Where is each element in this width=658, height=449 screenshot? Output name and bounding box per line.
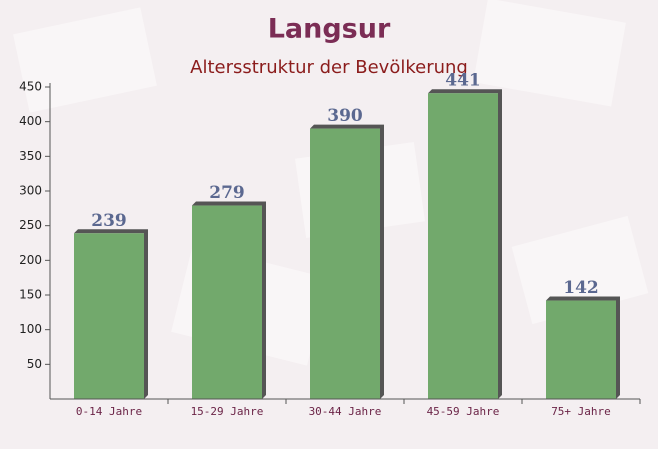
decor bbox=[13, 7, 157, 113]
bar bbox=[192, 205, 262, 399]
y-tick-label: 450 bbox=[19, 80, 42, 94]
y-tick-label: 100 bbox=[19, 322, 42, 336]
y-tick-label: 350 bbox=[19, 149, 42, 163]
bar bbox=[310, 128, 380, 399]
value-label: 441 bbox=[445, 71, 481, 91]
x-tick-label: 75+ Jahre bbox=[551, 405, 611, 418]
y-tick-label: 150 bbox=[19, 288, 42, 302]
x-tick-label: 45-59 Jahre bbox=[427, 405, 500, 418]
decor bbox=[473, 0, 626, 107]
y-tick-label: 200 bbox=[19, 253, 42, 267]
chart-title: Langsur bbox=[268, 14, 391, 45]
x-tick-label: 15-29 Jahre bbox=[191, 405, 264, 418]
bar bbox=[428, 93, 498, 400]
y-tick-label: 250 bbox=[19, 218, 42, 232]
value-label: 279 bbox=[209, 183, 245, 203]
x-tick-label: 0-14 Jahre bbox=[76, 405, 142, 418]
chart-subtitle: Altersstruktur der Bevölkerung bbox=[190, 57, 468, 78]
bar bbox=[546, 300, 616, 399]
y-tick-label: 300 bbox=[19, 184, 42, 198]
bar bbox=[74, 233, 144, 399]
value-label: 142 bbox=[563, 278, 599, 298]
value-label: 390 bbox=[327, 106, 363, 126]
y-tick-label: 50 bbox=[27, 357, 42, 371]
value-label: 239 bbox=[91, 211, 127, 231]
y-tick-label: 400 bbox=[19, 114, 42, 128]
x-tick-label: 30-44 Jahre bbox=[309, 405, 382, 418]
